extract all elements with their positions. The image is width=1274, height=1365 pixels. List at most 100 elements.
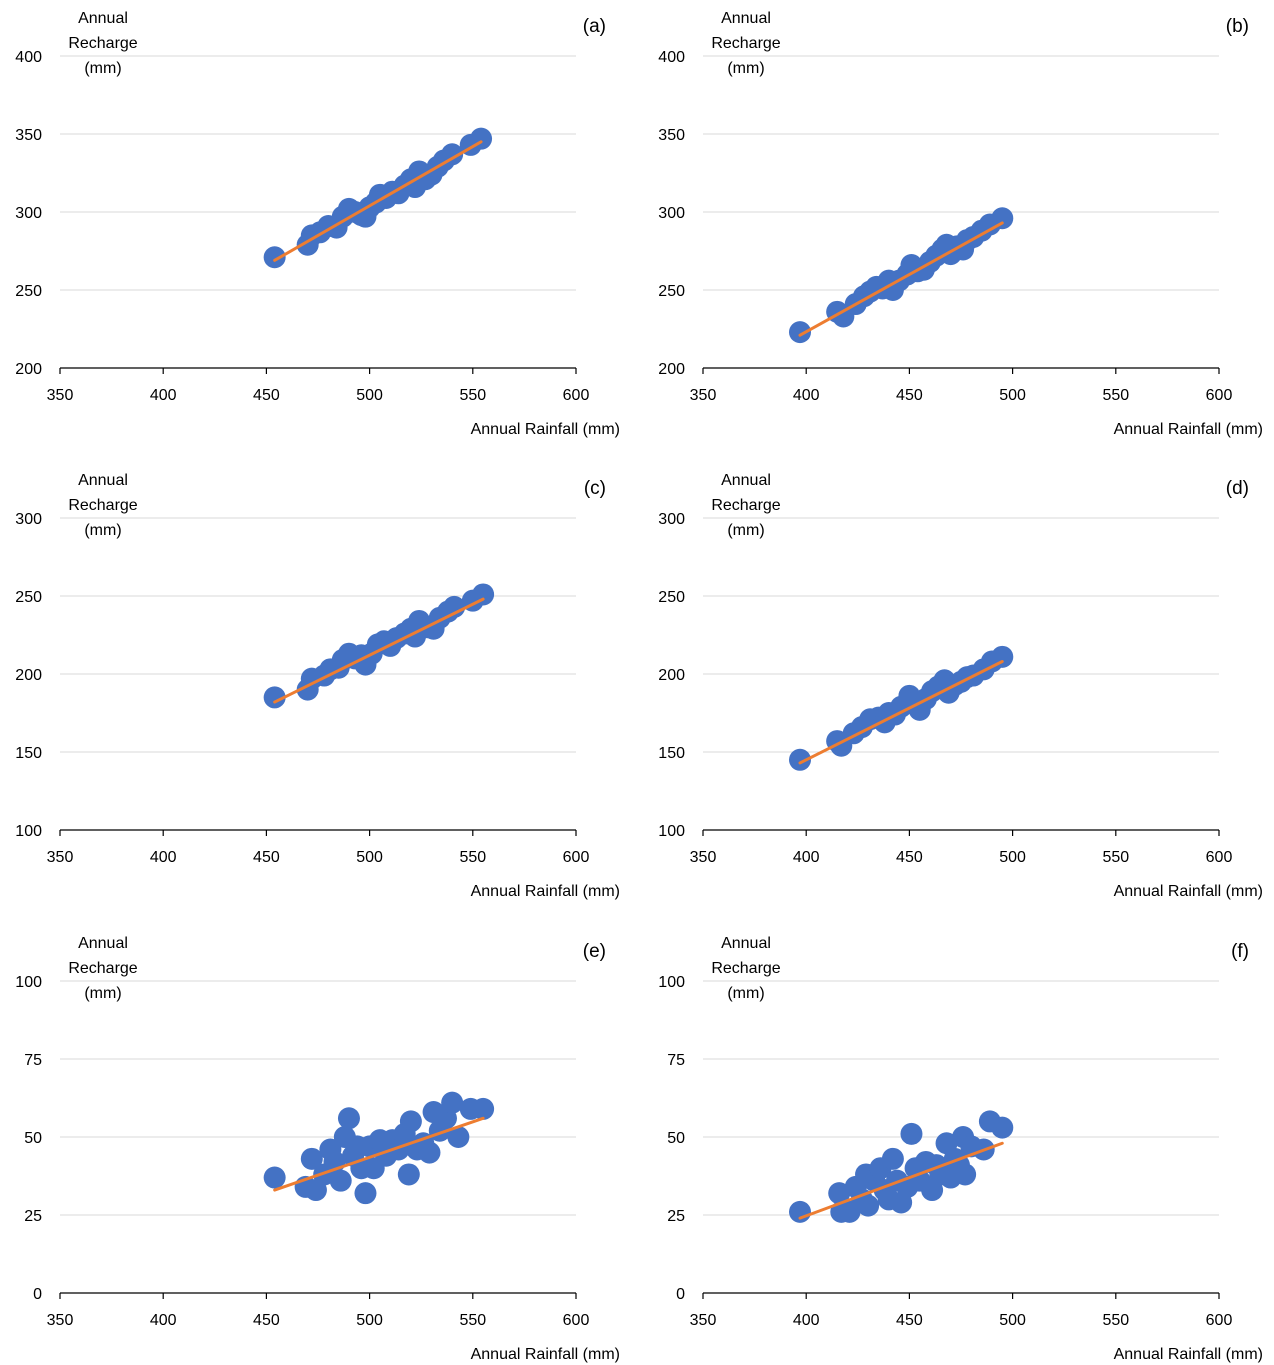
x-tick-label: 550 <box>459 849 486 866</box>
scatter-point <box>991 207 1014 230</box>
x-axis-title: Annual Rainfall (mm) <box>1114 421 1263 438</box>
trend-line <box>798 221 1004 337</box>
panel-label: (e) <box>583 941 606 962</box>
scatter-point <box>263 246 286 269</box>
panel-label: (c) <box>584 478 606 499</box>
x-tick-label: 500 <box>356 1312 383 1329</box>
y-tick-label: 200 <box>658 361 685 378</box>
x-axis-title: Annual Rainfall (mm) <box>1114 883 1263 900</box>
x-tick-label: 500 <box>999 849 1026 866</box>
chart-panel-f: 0 25 50 75 100 350 400 450 500 550 600 Annual Rainf… <box>658 935 1263 1363</box>
scatter-point <box>263 686 286 709</box>
y-tick-label: 300 <box>15 511 42 528</box>
scatter-point <box>472 1097 495 1120</box>
scatter-point <box>418 1141 441 1164</box>
y-tick-label: 50 <box>667 1130 685 1147</box>
y-tick-label: 25 <box>24 1208 42 1225</box>
y-axis-title-line: (mm) <box>84 985 121 1002</box>
x-tick-label: 400 <box>793 387 820 404</box>
scatter-point <box>263 1166 286 1189</box>
x-tick-label: 450 <box>896 849 923 866</box>
y-axis-title-line: Recharge <box>711 35 780 52</box>
y-axis-title-line: Recharge <box>711 960 780 977</box>
panel-label: (f) <box>1231 941 1249 962</box>
scatter-point <box>954 1163 977 1186</box>
y-tick-label: 300 <box>658 205 685 222</box>
panel-label: (b) <box>1226 16 1249 37</box>
x-tick-label: 450 <box>253 387 280 404</box>
scatter-point <box>354 1182 377 1205</box>
y-tick-label: 100 <box>658 974 685 991</box>
x-tick-label: 400 <box>793 849 820 866</box>
scatter-point <box>789 321 812 344</box>
trend-line <box>798 660 1004 765</box>
y-tick-label: 350 <box>658 127 685 144</box>
scatter-point <box>881 1147 904 1170</box>
x-tick-label: 500 <box>999 387 1026 404</box>
scatter-point <box>443 595 466 618</box>
y-tick-label: 50 <box>24 1130 42 1147</box>
panel-label: (d) <box>1226 478 1249 499</box>
y-tick-label: 250 <box>658 589 685 606</box>
x-tick-label: 550 <box>459 1312 486 1329</box>
y-tick-label: 75 <box>24 1052 42 1069</box>
trend-line <box>273 140 483 262</box>
chart-panel-e: 0 25 50 75 100 350 400 450 500 550 600 Annual Rainf… <box>15 935 620 1363</box>
x-tick-label: 550 <box>1102 387 1129 404</box>
y-tick-label: 0 <box>676 1286 685 1303</box>
scatter-point <box>329 1169 352 1192</box>
y-axis-title-line: (mm) <box>727 60 764 77</box>
x-tick-label: 450 <box>253 849 280 866</box>
x-tick-label: 600 <box>563 849 590 866</box>
y-axis-title-line: Recharge <box>68 497 137 514</box>
y-tick-label: 400 <box>15 49 42 66</box>
chart-panel-b: 200 250 300 350 400 350 400 450 500 550 600 Annual … <box>658 10 1263 438</box>
y-axis-title-line: Recharge <box>711 497 780 514</box>
scatter-point <box>397 1163 420 1186</box>
y-axis-title-line: (mm) <box>727 522 764 539</box>
scatter-point <box>857 1194 880 1217</box>
x-tick-label: 350 <box>47 387 74 404</box>
x-tick-label: 600 <box>1206 1312 1233 1329</box>
x-tick-label: 600 <box>563 1312 590 1329</box>
y-axis-title-line: (mm) <box>84 522 121 539</box>
x-axis-title: Annual Rainfall (mm) <box>471 883 620 900</box>
x-tick-label: 450 <box>896 387 923 404</box>
trend-line <box>798 1141 1004 1220</box>
y-tick-label: 250 <box>658 283 685 300</box>
scatter-point <box>789 748 812 771</box>
trend-line <box>273 1116 485 1192</box>
scatter-point <box>447 1126 470 1148</box>
chart-panel-a: 200 250 300 350 400 350 400 450 500 550 600 Annual … <box>15 10 620 438</box>
x-tick-label: 500 <box>356 849 383 866</box>
x-tick-label: 500 <box>999 1312 1026 1329</box>
x-tick-label: 550 <box>459 387 486 404</box>
scatter-point <box>337 1107 360 1130</box>
y-tick-label: 350 <box>15 127 42 144</box>
y-tick-label: 200 <box>15 667 42 684</box>
x-tick-label: 600 <box>1206 849 1233 866</box>
x-axis-title: Annual Rainfall (mm) <box>1114 1346 1263 1363</box>
y-axis-title-line: Annual <box>78 935 128 952</box>
y-axis-title-line: (mm) <box>84 60 121 77</box>
x-tick-label: 350 <box>690 387 717 404</box>
x-tick-label: 400 <box>150 387 177 404</box>
y-tick-label: 150 <box>658 745 685 762</box>
scatter-point <box>399 1110 422 1133</box>
x-tick-label: 450 <box>253 1312 280 1329</box>
x-tick-label: 350 <box>47 1312 74 1329</box>
scatter-point <box>441 143 464 166</box>
y-tick-label: 25 <box>667 1208 685 1225</box>
chart-panel-c: 100 150 200 250 300 350 400 450 500 550 600 Annual … <box>15 472 620 900</box>
scatter-point <box>991 645 1014 668</box>
x-tick-label: 400 <box>150 849 177 866</box>
y-tick-label: 100 <box>658 823 685 840</box>
y-axis-title-line: Annual <box>78 472 128 489</box>
x-axis-title: Annual Rainfall (mm) <box>471 1346 620 1363</box>
x-tick-label: 500 <box>356 387 383 404</box>
y-axis-title-line: (mm) <box>727 985 764 1002</box>
scatter-point <box>472 583 495 606</box>
scatter-point <box>441 1091 464 1114</box>
y-tick-label: 400 <box>658 49 685 66</box>
